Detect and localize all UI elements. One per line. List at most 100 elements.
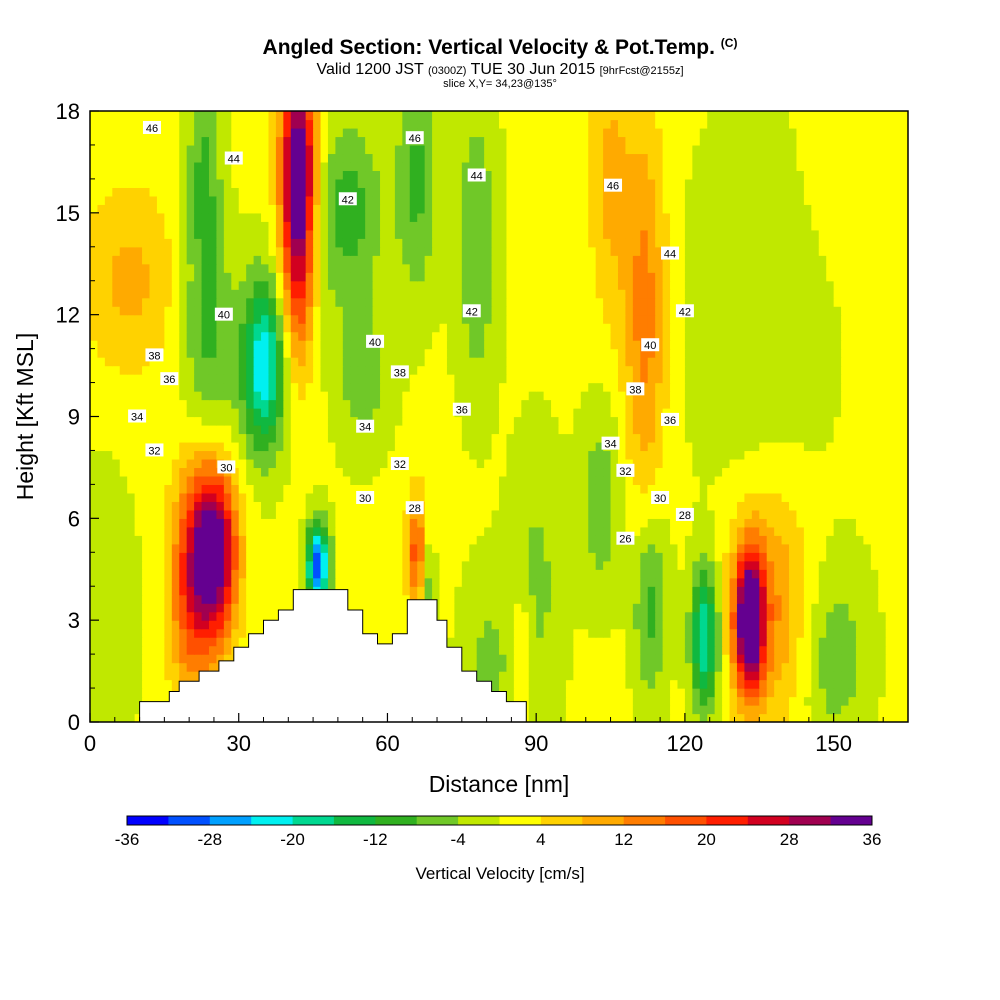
field-cell bbox=[751, 365, 760, 375]
field-cell bbox=[246, 391, 255, 401]
field-cell bbox=[253, 501, 262, 511]
field-cell bbox=[216, 399, 225, 409]
field-cell bbox=[201, 450, 210, 460]
field-cell bbox=[863, 509, 872, 519]
field-cell bbox=[528, 569, 537, 579]
field-cell bbox=[521, 662, 530, 672]
field-cell bbox=[417, 552, 426, 562]
field-cell bbox=[751, 654, 760, 664]
field-cell bbox=[216, 484, 225, 494]
field-cell bbox=[536, 688, 545, 698]
field-cell bbox=[811, 365, 820, 375]
field-cell bbox=[513, 603, 522, 613]
field-cell bbox=[104, 450, 113, 460]
field-cell bbox=[729, 357, 738, 367]
field-cell bbox=[521, 645, 530, 655]
field-cell bbox=[714, 671, 723, 681]
field-cell bbox=[335, 365, 344, 375]
field-cell bbox=[625, 552, 634, 562]
field-cell bbox=[789, 467, 798, 477]
field-cell bbox=[350, 552, 359, 562]
field-cell bbox=[573, 340, 582, 350]
field-cell bbox=[327, 348, 336, 358]
field-cell bbox=[372, 518, 381, 528]
field-cell bbox=[632, 526, 641, 536]
field-cell bbox=[90, 357, 99, 367]
field-cell bbox=[104, 374, 113, 384]
field-cell bbox=[380, 467, 389, 477]
field-cell bbox=[179, 348, 188, 358]
field-cell bbox=[275, 399, 284, 409]
field-cell bbox=[796, 645, 805, 655]
field-cell bbox=[625, 374, 634, 384]
field-cell bbox=[417, 492, 426, 502]
field-cell bbox=[97, 399, 106, 409]
field-cell bbox=[208, 340, 218, 350]
field-cell bbox=[513, 433, 522, 443]
field-cell bbox=[625, 450, 634, 460]
field-cell bbox=[439, 552, 448, 562]
field-cell bbox=[186, 501, 195, 511]
field-cell bbox=[632, 374, 641, 384]
field-cell bbox=[186, 662, 195, 672]
field-cell bbox=[670, 518, 679, 528]
field-cell bbox=[558, 475, 567, 485]
field-cell bbox=[617, 526, 627, 536]
field-cell bbox=[692, 705, 701, 715]
field-cell bbox=[885, 391, 894, 401]
field-cell bbox=[558, 560, 567, 570]
field-cell bbox=[327, 484, 336, 494]
field-cell bbox=[521, 526, 530, 536]
field-cell bbox=[104, 424, 113, 435]
field-cell bbox=[736, 433, 745, 443]
field-cell bbox=[171, 535, 180, 545]
field-cell bbox=[558, 424, 567, 435]
field-cell bbox=[684, 535, 693, 545]
field-cell bbox=[632, 408, 641, 418]
field-cell bbox=[275, 594, 284, 604]
field-cell bbox=[454, 424, 463, 435]
field-cell bbox=[246, 331, 255, 341]
field-cell bbox=[833, 518, 842, 528]
field-cell bbox=[662, 458, 671, 469]
field-cell bbox=[238, 382, 247, 392]
field-cell bbox=[684, 645, 693, 655]
field-cell bbox=[551, 679, 560, 689]
field-cell bbox=[156, 492, 165, 502]
field-cell bbox=[796, 662, 805, 672]
field-cell bbox=[670, 662, 679, 672]
field-cell bbox=[491, 569, 500, 579]
field-cell bbox=[446, 399, 455, 409]
field-cell bbox=[513, 543, 522, 553]
field-cell bbox=[841, 408, 850, 418]
field-cell bbox=[759, 586, 768, 596]
field-cell bbox=[134, 441, 143, 452]
field-cell bbox=[238, 424, 247, 435]
field-cell bbox=[417, 331, 426, 341]
field-cell bbox=[826, 348, 835, 358]
field-cell bbox=[595, 467, 604, 477]
field-cell bbox=[863, 433, 872, 443]
field-cell bbox=[565, 365, 574, 375]
field-cell bbox=[588, 357, 597, 367]
field-cell bbox=[885, 586, 894, 596]
field-cell bbox=[253, 458, 262, 469]
field-cell bbox=[394, 518, 403, 528]
field-cell bbox=[751, 611, 760, 621]
field-cell bbox=[484, 552, 493, 562]
field-cell bbox=[722, 535, 731, 545]
field-cell bbox=[774, 543, 783, 553]
field-cell bbox=[439, 492, 448, 502]
field-cell bbox=[565, 603, 574, 613]
field-cell bbox=[394, 424, 403, 435]
field-cell bbox=[246, 535, 255, 545]
field-cell bbox=[863, 552, 872, 562]
field-cell bbox=[253, 408, 262, 418]
field-cell bbox=[595, 509, 604, 519]
field-cell bbox=[573, 357, 582, 367]
field-cell bbox=[104, 501, 113, 511]
field-cell bbox=[536, 475, 545, 485]
field-cell bbox=[610, 348, 619, 358]
field-cell bbox=[335, 331, 344, 341]
field-cell bbox=[640, 671, 649, 681]
